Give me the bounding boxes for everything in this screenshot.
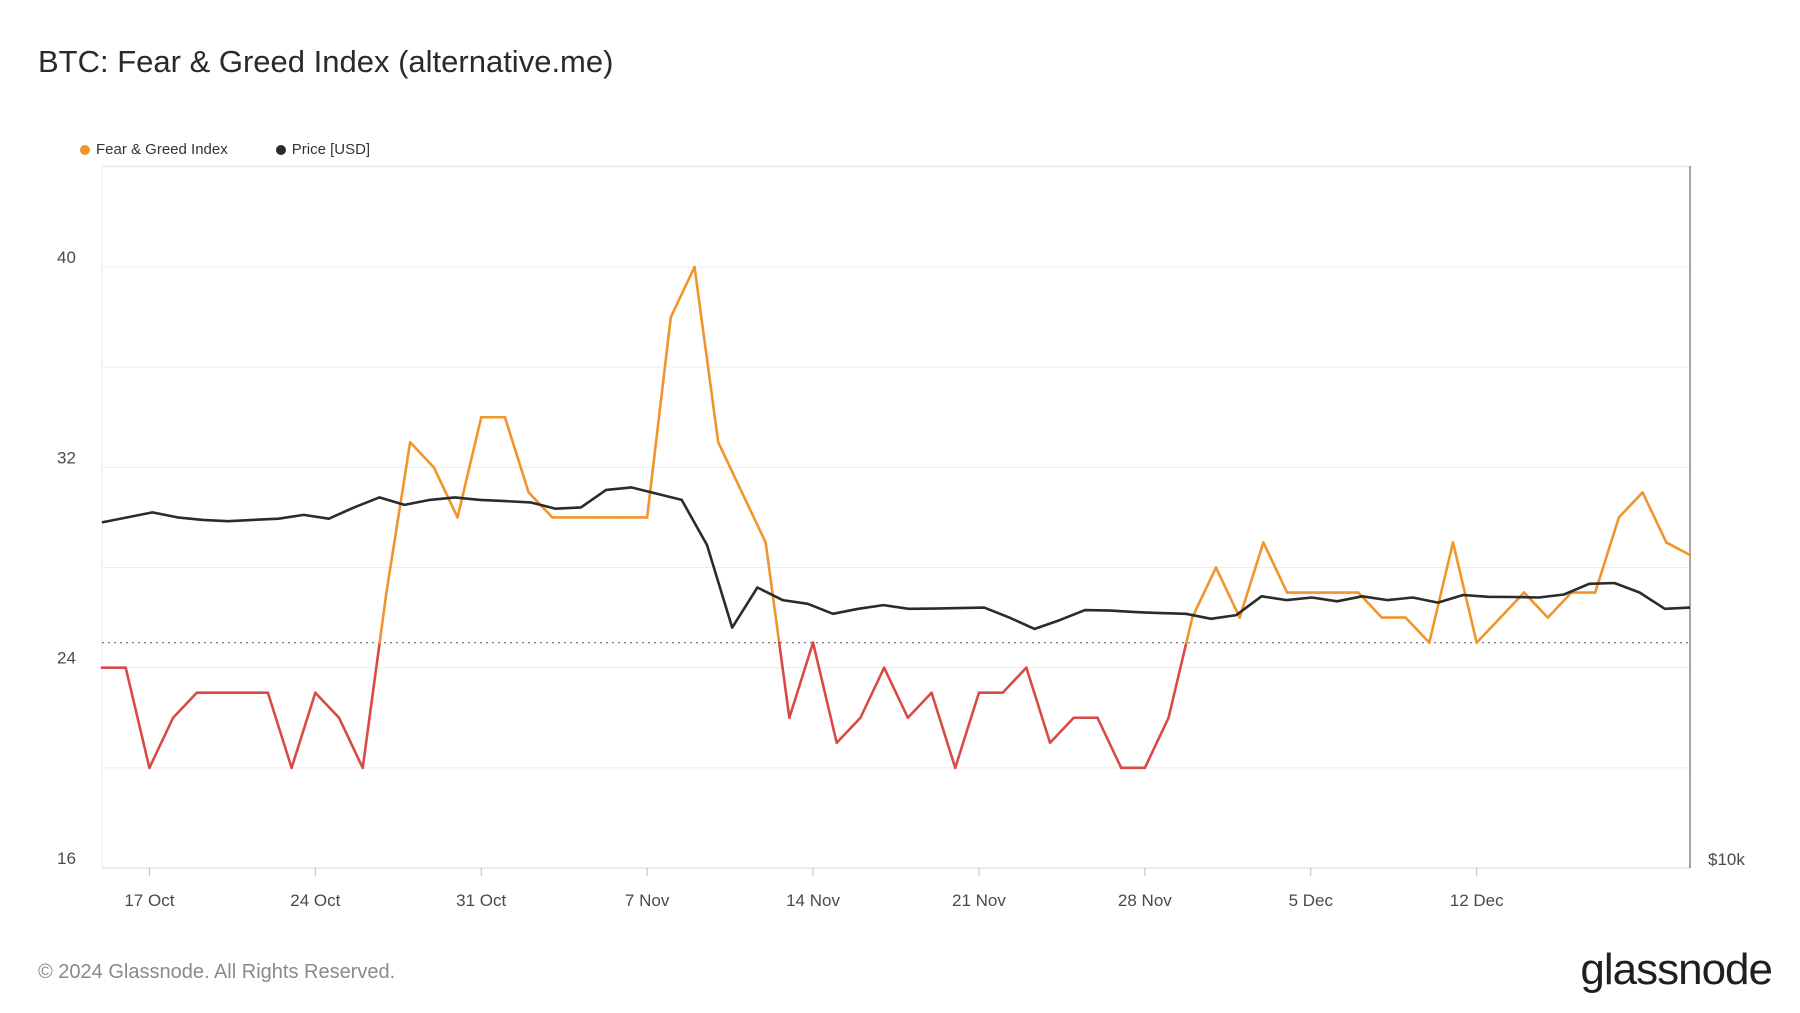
- fear-greed-segment: [1262, 541, 1289, 594]
- fear-greed-segment: [432, 466, 459, 519]
- fear-greed-segment: [859, 666, 886, 720]
- fear-greed-segment: [1167, 641, 1188, 720]
- price-line: [101, 486, 1691, 631]
- fear-greed-segment: [906, 691, 933, 720]
- legend-dot-icon: [275, 144, 286, 155]
- fear-greed-segment: [669, 265, 696, 319]
- fear-greed-segment: [930, 691, 957, 770]
- fear-greed-segment: [1404, 616, 1431, 644]
- fear-greed-segment: [811, 641, 839, 745]
- y-tick-label: 40: [57, 248, 76, 267]
- y-right-tick-label: $10k: [1708, 850, 1745, 869]
- fear-greed-segment: [777, 641, 791, 720]
- fear-greed-segment: [1617, 491, 1644, 519]
- y-tick-label: 24: [57, 649, 76, 668]
- y-tick-label: 32: [57, 448, 76, 467]
- legend-item-price[interactable]: Price [USD]: [275, 141, 371, 158]
- legend-item-fear-greed[interactable]: Fear & Greed Index: [80, 141, 228, 158]
- fear-greed-segment: [124, 666, 151, 770]
- fear-greed-segment: [693, 265, 720, 444]
- fear-greed-segment: [1190, 566, 1218, 619]
- fear-greed-segment: [1593, 516, 1621, 594]
- fear-greed-segment: [456, 415, 483, 519]
- fear-greed-segment: [385, 440, 412, 594]
- fear-greed-segment: [1451, 541, 1478, 644]
- fear-greed-segment: [337, 716, 365, 770]
- fear-greed-segment: [835, 716, 862, 745]
- fear-greed-segment: [1641, 491, 1668, 544]
- x-tick-label: 5 Dec: [1289, 891, 1334, 910]
- fear-greed-segment: [764, 541, 781, 644]
- fear-greed-segment: [1025, 666, 1052, 745]
- fear-greed-segment: [503, 415, 530, 494]
- legend-dot-icon: [80, 144, 90, 155]
- fear-greed-segment: [953, 691, 981, 770]
- legend-label: Fear & Greed Index: [96, 141, 228, 158]
- fear-greed-segment: [788, 641, 815, 720]
- y-axis-labels: 16 24 32 40 $10k: [57, 248, 1745, 869]
- fear-greed-segment: [882, 666, 910, 720]
- fear-greed-segment: [1664, 541, 1692, 557]
- x-tick-label: 31 Oct: [456, 891, 506, 910]
- plot-frame: [101, 165, 1691, 869]
- fear-greed-segment: [1238, 541, 1265, 619]
- fear-greed-segment: [1048, 716, 1076, 745]
- fear-greed-segment: [1001, 666, 1028, 695]
- x-tick-label: 28 Nov: [1118, 891, 1172, 910]
- fear-greed-segment: [148, 716, 175, 770]
- fear-greed-segment: [716, 440, 744, 494]
- fear-greed-segment: [1546, 591, 1573, 619]
- fear-greed-segment: [740, 491, 767, 544]
- y-tick-label: 16: [57, 849, 76, 868]
- x-axis-ticks: 17 Oct 24 Oct 31 Oct 7 Nov 14 Nov 21 Nov 28 No…: [124, 868, 1504, 910]
- fear-greed-segment: [1143, 716, 1170, 770]
- fear-greed-segment: [171, 691, 199, 720]
- x-tick-label: 24 Oct: [290, 891, 340, 910]
- glassnode-logo: glassnode: [1580, 945, 1773, 994]
- fear-greed-segment: [314, 691, 341, 720]
- fear-greed-segment: [1427, 541, 1455, 644]
- x-tick-label: 14 Nov: [786, 891, 840, 910]
- legend-label: Price [USD]: [291, 141, 371, 158]
- fear-greed-segment: [1214, 566, 1241, 619]
- fear-greed-segment: [1475, 616, 1502, 644]
- fear-greed-segment: [1096, 716, 1123, 770]
- x-tick-label: 7 Nov: [625, 891, 670, 910]
- chart-legend: Fear & Greed Index Price [USD]: [80, 141, 370, 158]
- x-tick-label: 17 Oct: [124, 891, 174, 910]
- fear-greed-segment: [361, 641, 381, 770]
- x-tick-label: 12 Dec: [1450, 891, 1504, 910]
- fear-greed-segment: [1185, 616, 1194, 644]
- series-lines: [100, 265, 1692, 770]
- fear-greed-segment: [378, 591, 388, 644]
- fear-greed-segment: [408, 440, 436, 469]
- grid-lines: [101, 165, 1691, 869]
- fear-greed-segment: [645, 315, 673, 519]
- fear-greed-segment: [290, 691, 317, 770]
- copyright-notice: © 2024 Glassnode. All Rights Reserved.: [38, 961, 396, 983]
- page-title: BTC: Fear & Greed Index (alternative.me): [38, 44, 614, 79]
- x-tick-label: 21 Nov: [952, 891, 1006, 910]
- fear-greed-segment: [266, 691, 293, 770]
